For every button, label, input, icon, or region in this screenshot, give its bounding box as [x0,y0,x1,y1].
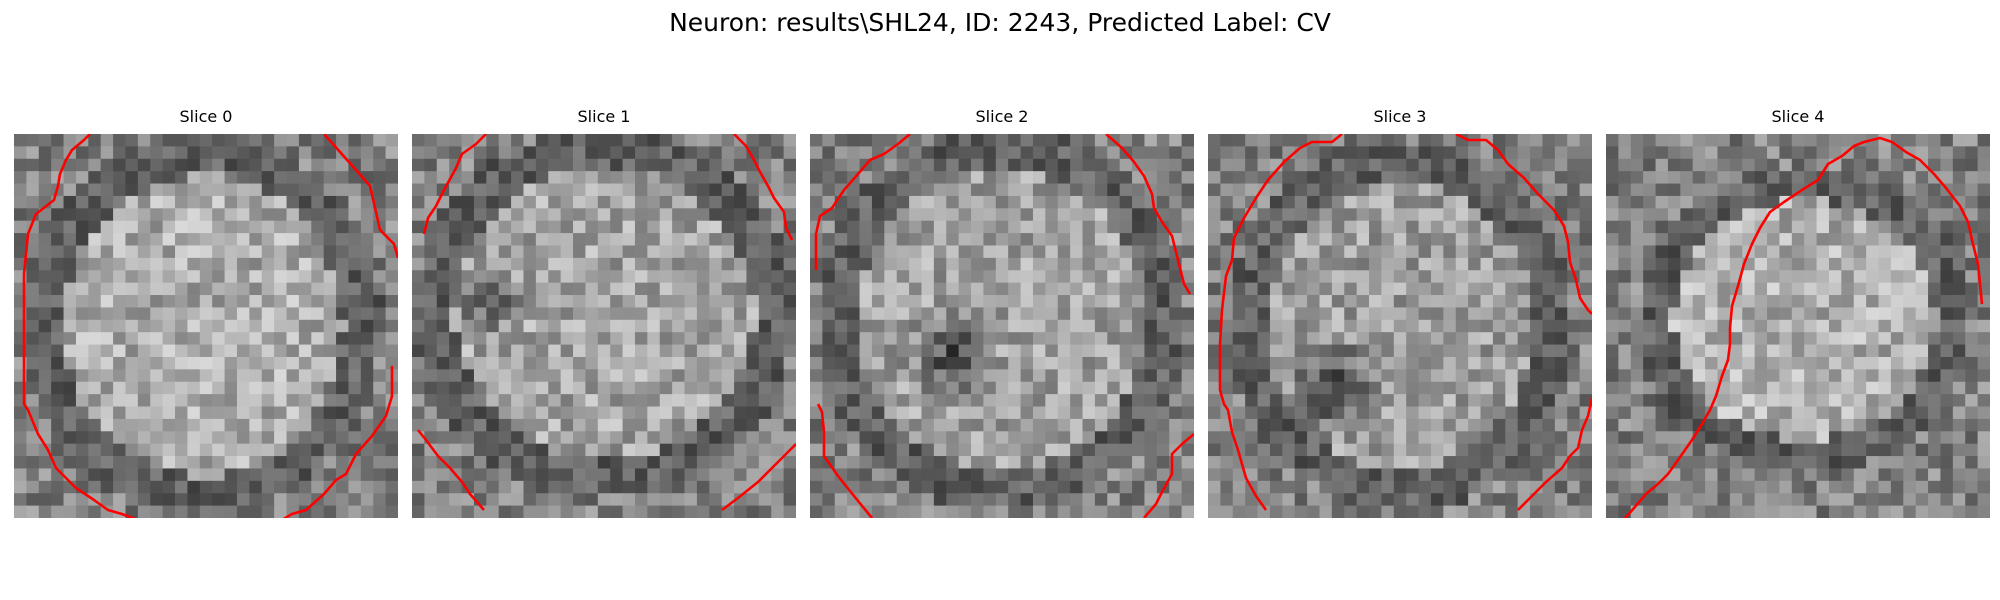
slice-image [1208,134,1592,518]
slice-image [1606,134,1990,518]
slice-title: Slice 0 [179,107,233,126]
contour-line [1218,134,1343,511]
contour-line [816,403,874,518]
slice-title: Slice 2 [975,107,1029,126]
figure-title: Neuron: results\SHL24, ID: 2243, Predict… [669,8,1331,37]
contour-line [1105,134,1192,295]
contour-line [22,134,137,518]
slice-image [412,134,796,518]
slice-title: Slice 4 [1771,107,1825,126]
contour-line [323,134,398,259]
contour-line [1517,397,1592,511]
contour-line [814,134,911,270]
contour-line [422,134,487,235]
contour-line [416,429,485,511]
contour-line [721,443,796,512]
contour-line [1623,136,1984,518]
contour-line [1455,134,1592,315]
contour-line [282,366,394,518]
contour-line [733,134,794,241]
contour-line [1143,433,1194,518]
slice-image [810,134,1194,518]
slice-title: Slice 3 [1373,107,1427,126]
slice-title: Slice 1 [577,107,631,126]
slice-image [14,134,398,518]
